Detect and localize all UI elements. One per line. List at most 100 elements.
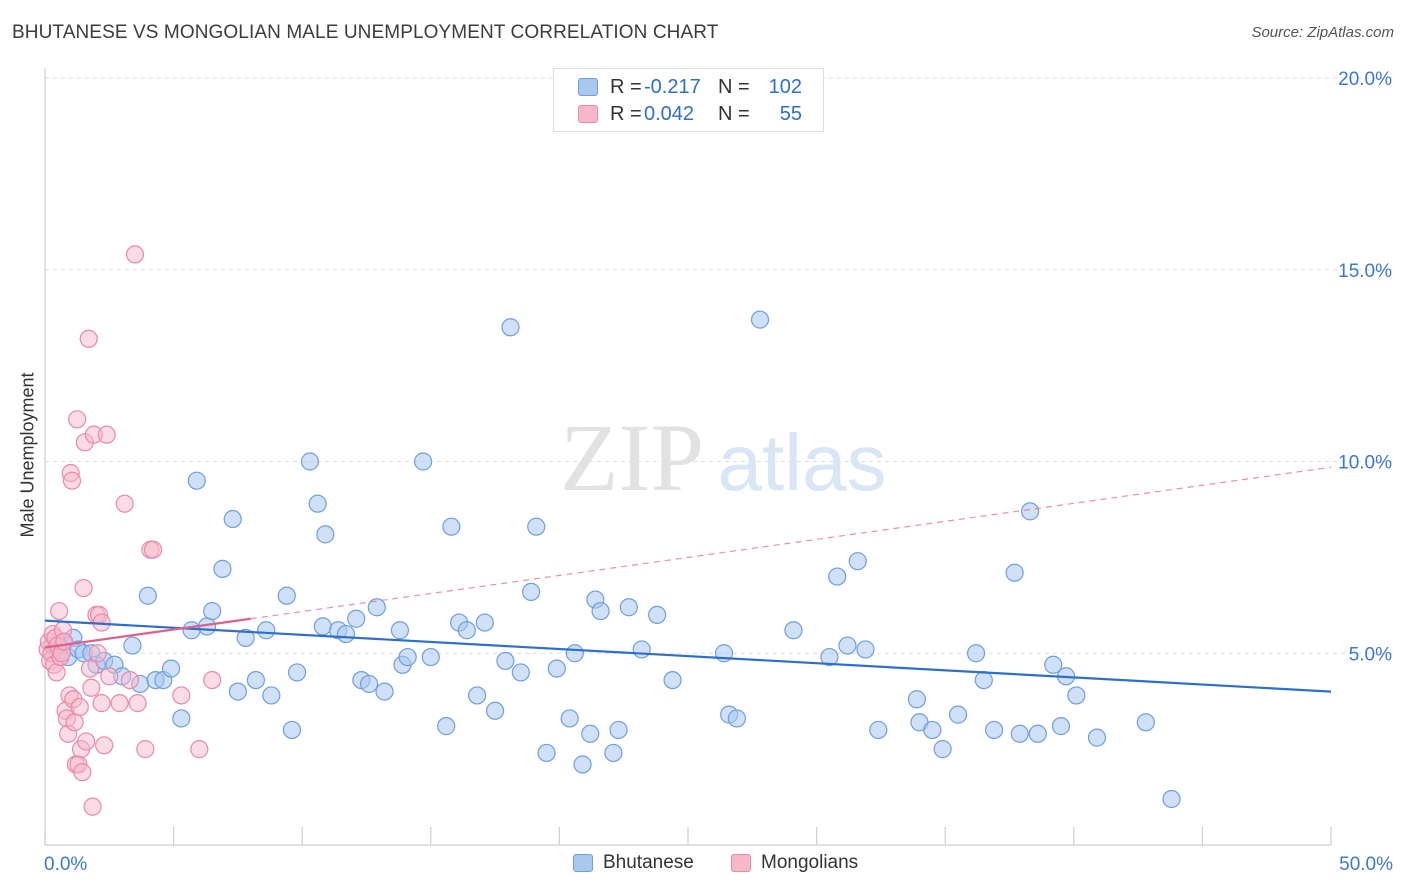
bhutanese-point xyxy=(367,598,386,617)
mongolians-point xyxy=(120,670,139,690)
legend-label: Bhutanese xyxy=(603,852,694,873)
mongolians-point xyxy=(143,540,163,559)
x-tick-label-min: 0.0% xyxy=(44,854,87,875)
bhutanese-point xyxy=(547,659,566,678)
bhutanese-point xyxy=(933,740,952,759)
bhutanese-point xyxy=(1010,724,1029,743)
mongolians-point xyxy=(65,713,84,732)
bhutanese-point xyxy=(1051,717,1071,736)
mongolians-point xyxy=(80,659,100,678)
bhutanese-point xyxy=(966,644,986,663)
source-credit: Source: ZipAtlas.com xyxy=(1251,24,1394,41)
bhutanese-point xyxy=(609,720,628,740)
series-mongolians xyxy=(38,245,222,816)
bhutanese-point xyxy=(560,709,579,728)
mongolians-point xyxy=(92,694,111,713)
bhutanese-point xyxy=(1067,686,1086,705)
bhutanese-point xyxy=(467,686,487,705)
bhutanese-point xyxy=(604,743,623,763)
bhutanese-point xyxy=(537,743,556,763)
mongolians-point xyxy=(68,410,87,429)
bhutanese-point xyxy=(316,525,335,544)
bhutanese-point xyxy=(437,717,456,736)
bhutanese-point xyxy=(581,724,600,743)
bhutanese-point xyxy=(262,686,281,705)
mongolians-swatch xyxy=(578,105,598,123)
bhutanese-point xyxy=(1087,728,1107,747)
bhutanese-point xyxy=(413,452,433,471)
bhutanese-point xyxy=(187,471,206,490)
legend-item-mongolians[interactable]: Mongolians xyxy=(731,852,858,874)
bhutanese-point xyxy=(522,582,541,601)
bhutanese-swatch xyxy=(573,854,593,872)
mongolians-point xyxy=(115,494,134,513)
mongolians-point xyxy=(82,678,101,697)
bhutanese-point xyxy=(161,659,181,678)
mongolians-point xyxy=(79,329,98,348)
bhutanese-point xyxy=(457,621,476,640)
axes xyxy=(44,68,1332,846)
bhutanese-point xyxy=(984,720,1004,740)
bhutanese-point xyxy=(869,720,888,740)
mongolians-point xyxy=(83,797,102,816)
bhutanese-point xyxy=(277,586,296,605)
n-value: 55 xyxy=(779,102,802,125)
bhutanese-point xyxy=(390,621,410,640)
gridlines xyxy=(45,77,1392,654)
axis-ticks: 5.0% 10.0% 15.0% 20.0% 0.0% 50.0% xyxy=(44,69,1393,875)
bhutanese-point xyxy=(496,651,515,671)
bhutanese-point xyxy=(421,647,440,667)
bhutanese-point xyxy=(856,640,875,659)
bhutanese-point xyxy=(172,709,191,728)
bhutanese-point xyxy=(282,720,302,740)
x-tick-label-max: 50.0% xyxy=(1339,854,1393,875)
legend-row-bhutanese: R = -0.217 N = 102 xyxy=(578,75,802,99)
bhutanese-point xyxy=(182,621,201,640)
bhutanese-point xyxy=(347,609,366,628)
y-tick-label: 10.0% xyxy=(1338,453,1392,474)
mongolians-point xyxy=(190,740,209,759)
r-value: -0.217 xyxy=(644,75,701,98)
mongolians-point xyxy=(50,601,69,621)
legend-item-bhutanese[interactable]: Bhutanese xyxy=(573,852,694,874)
bhutanese-point xyxy=(750,310,770,329)
bhutanese-point xyxy=(727,709,746,728)
bhutanese-point xyxy=(1136,713,1155,732)
bhutanese-point xyxy=(907,690,927,709)
series-bhutanese xyxy=(43,310,1181,809)
bhutanese-point xyxy=(1162,789,1181,809)
bhutanese-point xyxy=(375,682,394,701)
mongolians-point xyxy=(125,245,145,264)
bhutanese-point xyxy=(236,628,255,648)
bhutanese-point xyxy=(923,720,942,740)
bhutanese-point xyxy=(1044,655,1063,674)
mongolians-point xyxy=(74,578,93,598)
bhutanese-point xyxy=(619,598,638,617)
watermark-atlas: atlas xyxy=(718,418,887,507)
bhutanese-point xyxy=(838,636,857,655)
r-label: R = xyxy=(610,75,642,98)
bhutanese-point xyxy=(848,552,867,571)
bhutanese-point xyxy=(138,586,157,605)
bhutanese-point xyxy=(442,517,461,536)
bhutanese-point xyxy=(591,601,610,621)
mongolians-point xyxy=(100,667,119,686)
bhutanese-point xyxy=(223,509,242,529)
chart-title: BHUTANESE VS MONGOLIAN MALE UNEMPLOYMENT… xyxy=(12,22,719,43)
series-legend: Bhutanese Mongolians xyxy=(0,852,1406,878)
bhutanese-point xyxy=(246,670,266,690)
mongolians-point xyxy=(55,632,74,651)
mongolians-point xyxy=(110,694,129,713)
watermark-zip: ZIP xyxy=(560,404,704,511)
mongolians-point xyxy=(70,697,89,717)
bhutanese-point xyxy=(974,670,993,690)
bhutanese-point xyxy=(1028,724,1047,743)
bhutanese-point xyxy=(475,613,494,632)
correlation-legend: R = -0.217 N = 102 R = 0.042 N = 55 xyxy=(553,68,824,132)
mongolians-point xyxy=(77,732,96,751)
bhutanese-point xyxy=(213,559,232,578)
bhutanese-point xyxy=(313,617,332,636)
mongolians-trend-line xyxy=(44,617,251,649)
mongolians-swatch xyxy=(731,854,751,872)
mongolians-point xyxy=(97,425,116,444)
